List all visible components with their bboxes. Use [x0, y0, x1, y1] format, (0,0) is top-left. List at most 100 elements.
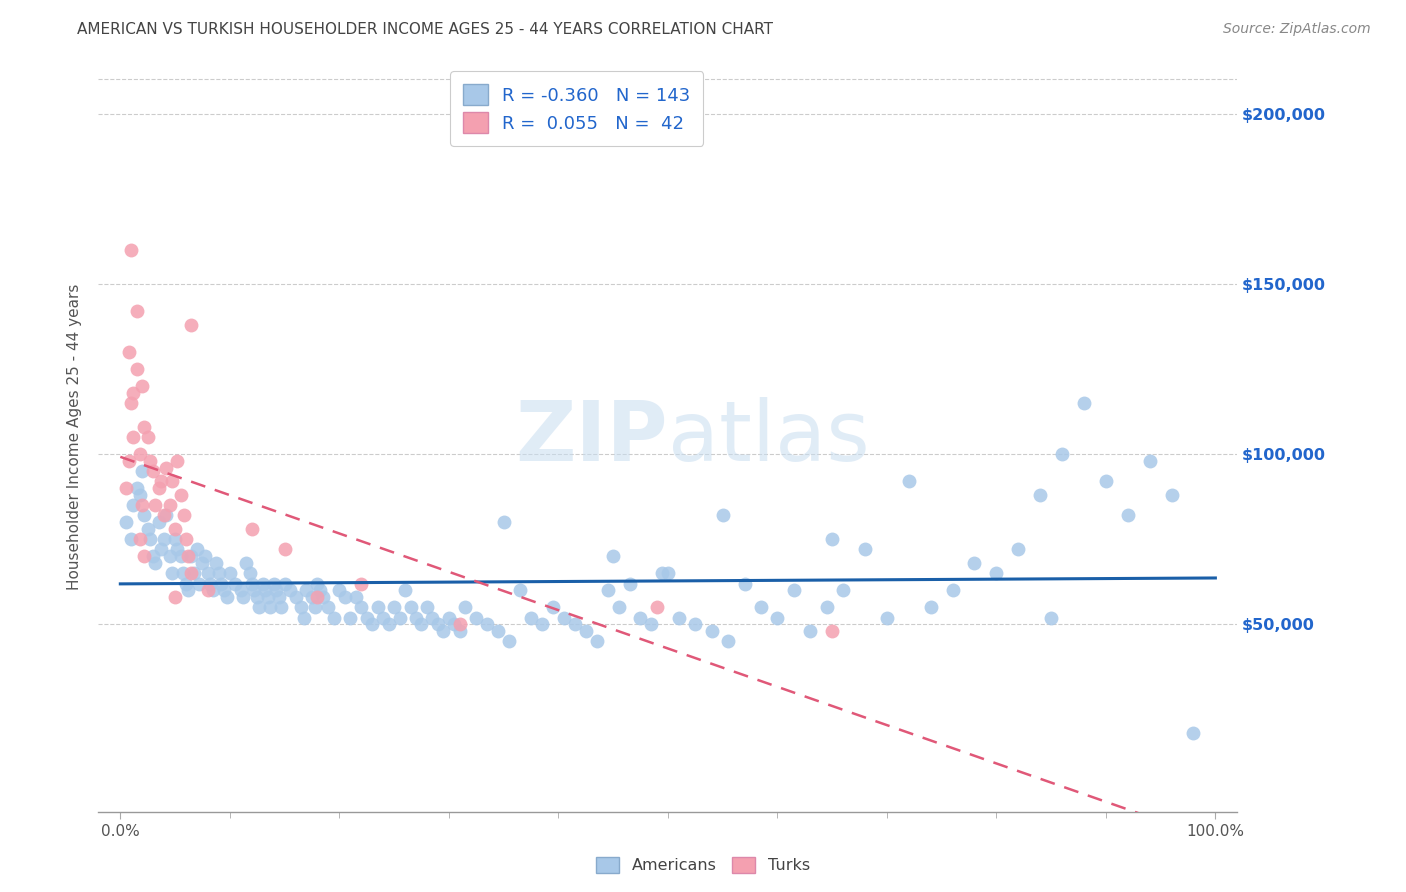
Point	[259, 600, 281, 615]
Point	[382, 600, 405, 615]
Point	[145, 556, 167, 570]
Point	[361, 617, 384, 632]
Point	[174, 576, 197, 591]
Point	[963, 556, 986, 570]
Point	[153, 508, 176, 523]
Point	[177, 549, 200, 564]
Point	[350, 600, 373, 615]
Point	[821, 624, 844, 639]
Point	[166, 542, 188, 557]
Point	[165, 522, 187, 536]
Point	[486, 624, 509, 639]
Point	[290, 600, 312, 615]
Point	[131, 464, 153, 478]
Point	[131, 498, 153, 512]
Point	[711, 508, 734, 523]
Point	[411, 617, 433, 632]
Point	[575, 624, 598, 639]
Point	[197, 566, 219, 581]
Point	[125, 362, 148, 376]
Point	[717, 634, 740, 648]
Point	[269, 590, 291, 604]
Point	[821, 533, 844, 547]
Point	[301, 590, 323, 604]
Point	[1116, 508, 1139, 523]
Point	[307, 590, 329, 604]
Point	[1160, 488, 1182, 502]
Point	[619, 576, 641, 591]
Point	[1040, 610, 1063, 624]
Point	[134, 549, 156, 564]
Point	[159, 549, 181, 564]
Point	[292, 610, 315, 624]
Point	[194, 549, 217, 564]
Point	[986, 566, 1008, 581]
Point	[125, 304, 148, 318]
Point	[377, 617, 399, 632]
Point	[295, 583, 318, 598]
Point	[284, 590, 307, 604]
Point	[173, 508, 195, 523]
Point	[136, 430, 159, 444]
Point	[118, 345, 141, 359]
Point	[832, 583, 855, 598]
Point	[120, 396, 142, 410]
Point	[208, 566, 231, 581]
Point	[405, 610, 427, 624]
Point	[602, 549, 624, 564]
Point	[218, 566, 240, 581]
Point	[238, 566, 260, 581]
Point	[224, 576, 246, 591]
Point	[1050, 447, 1073, 461]
Point	[165, 533, 187, 547]
Point	[416, 600, 439, 615]
Text: AMERICAN VS TURKISH HOUSEHOLDER INCOME AGES 25 - 44 YEARS CORRELATION CHART: AMERICAN VS TURKISH HOUSEHOLDER INCOME A…	[77, 22, 773, 37]
Point	[437, 610, 460, 624]
Point	[449, 617, 471, 632]
Point	[120, 533, 142, 547]
Point	[350, 576, 373, 591]
Point	[734, 576, 756, 591]
Point	[169, 488, 191, 502]
Point	[920, 600, 942, 615]
Point	[136, 522, 159, 536]
Point	[160, 566, 183, 581]
Point	[202, 583, 225, 598]
Point	[197, 583, 219, 598]
Point	[454, 600, 477, 615]
Point	[876, 610, 898, 624]
Point	[246, 590, 269, 604]
Point	[371, 610, 394, 624]
Point	[198, 576, 221, 591]
Point	[443, 617, 465, 632]
Point	[129, 488, 152, 502]
Text: Source: ZipAtlas.com: Source: ZipAtlas.com	[1223, 22, 1371, 37]
Point	[683, 617, 706, 632]
Point	[640, 617, 662, 632]
Point	[191, 556, 214, 570]
Point	[700, 624, 723, 639]
Point	[204, 556, 226, 570]
Point	[1007, 542, 1029, 557]
Point	[553, 610, 575, 624]
Point	[122, 498, 145, 512]
Point	[165, 590, 187, 604]
Point	[333, 590, 356, 604]
Point	[240, 576, 263, 591]
Point	[607, 600, 630, 615]
Point	[235, 556, 257, 570]
Point	[449, 624, 471, 639]
Point	[160, 475, 183, 489]
Point	[155, 460, 177, 475]
Point	[209, 576, 232, 591]
Point	[1095, 475, 1118, 489]
Text: ZIP: ZIP	[516, 397, 668, 477]
Point	[114, 481, 136, 495]
Point	[651, 566, 673, 581]
Point	[273, 542, 295, 557]
Point	[432, 624, 454, 639]
Point	[148, 515, 170, 529]
Y-axis label: Householder Income Ages 25 - 44 years: Householder Income Ages 25 - 44 years	[67, 284, 83, 591]
Point	[125, 481, 148, 495]
Point	[243, 583, 266, 598]
